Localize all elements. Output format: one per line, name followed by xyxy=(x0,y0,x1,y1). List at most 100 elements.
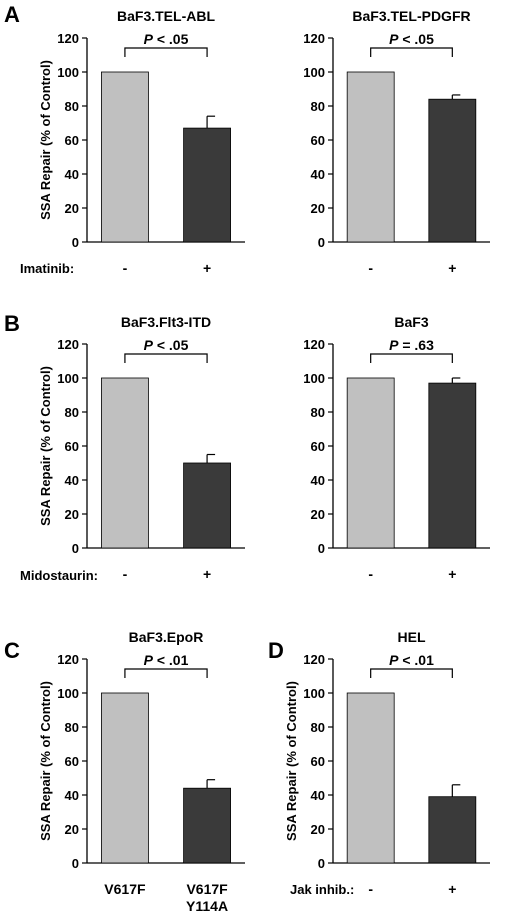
chart-flt3-itd: BaF3.Flt3-ITD SSA Repair (% of Control) 0 2… xyxy=(38,314,245,582)
p-value-label: P < .01 xyxy=(144,652,189,668)
y-tick-label: 80 xyxy=(65,405,79,420)
chart-baf3: BaF3 0 20 40 60 80 100 120 - + P = .63 xyxy=(303,314,490,582)
y-tick-label: 60 xyxy=(65,133,79,148)
chart-title: BaF3.EpoR xyxy=(129,629,204,645)
y-tick-label: 60 xyxy=(311,133,325,148)
y-tick-label: 20 xyxy=(65,822,79,837)
y-tick-label: 120 xyxy=(303,337,325,352)
y-axis-label: SSA Repair (% of Control) xyxy=(38,681,53,841)
y-tick-label: 80 xyxy=(65,720,79,735)
y-tick-label: 120 xyxy=(303,652,325,667)
chart-title: HEL xyxy=(398,629,426,645)
x-category-label: + xyxy=(448,260,456,276)
bar-control xyxy=(346,377,395,549)
significance-bracket xyxy=(124,47,208,57)
y-tick-label: 60 xyxy=(311,754,325,769)
x-category-label: + xyxy=(203,260,211,276)
y-tick-label: 100 xyxy=(303,65,325,80)
x-category-label: - xyxy=(123,566,128,582)
chart-title: BaF3 xyxy=(394,314,428,330)
y-tick-label: 0 xyxy=(72,235,79,250)
y-tick-label: 120 xyxy=(57,652,79,667)
bar-treated xyxy=(183,462,231,549)
panel-letter-c: C xyxy=(4,638,20,663)
x-category-label: - xyxy=(123,260,128,276)
y-axis-label: SSA Repair (% of Control) xyxy=(284,681,299,841)
chart-tel-pdgfr: BaF3.TEL-PDGFR 0 20 40 60 80 100 120 - + P < .05 xyxy=(303,8,490,276)
p-value-label: P = .63 xyxy=(389,337,434,353)
significance-bracket xyxy=(370,668,453,678)
p-value-label: P < .01 xyxy=(389,652,434,668)
y-tick-label: 80 xyxy=(65,99,79,114)
y-tick-label: 0 xyxy=(318,235,325,250)
y-tick-label: 20 xyxy=(311,507,325,522)
significance-bracket xyxy=(370,47,453,57)
y-tick-label: 60 xyxy=(311,439,325,454)
x-category-label: + xyxy=(448,881,456,897)
y-axis-label: SSA Repair (% of Control) xyxy=(38,60,53,220)
y-tick-label: 0 xyxy=(72,856,79,871)
y-tick-label: 100 xyxy=(57,686,79,701)
p-value-label: P < .05 xyxy=(144,337,189,353)
y-tick-label: 120 xyxy=(57,31,79,46)
y-tick-label: 100 xyxy=(303,686,325,701)
bar-treated xyxy=(428,796,477,864)
y-tick-label: 0 xyxy=(318,541,325,556)
panel-letter-d: D xyxy=(268,638,284,663)
y-tick-label: 40 xyxy=(65,167,79,182)
y-tick-label: 100 xyxy=(303,371,325,386)
y-tick-label: 40 xyxy=(311,788,325,803)
y-tick-label: 20 xyxy=(65,507,79,522)
y-tick-label: 20 xyxy=(311,822,325,837)
significance-bracket xyxy=(370,353,453,363)
row-label-midostaurin: Midostaurin: xyxy=(20,568,98,583)
chart-tel-abl: BaF3.TEL-ABL SSA Repair (% of Control) 0 20… xyxy=(38,8,245,276)
y-tick-label: 40 xyxy=(311,473,325,488)
panel-letter-a: A xyxy=(4,2,20,27)
x-category-label: V617F xyxy=(186,881,228,897)
x-category-label: - xyxy=(368,260,373,276)
x-category-label: Y114A xyxy=(186,898,228,911)
y-tick-label: 40 xyxy=(65,788,79,803)
y-tick-label: 100 xyxy=(57,371,79,386)
chart-baf3-epor: BaF3.EpoR SSA Repair (% of Control) 0 20 40 6… xyxy=(38,629,245,911)
bar-treated xyxy=(183,127,231,243)
chart-title: BaF3.TEL-ABL xyxy=(117,8,215,24)
x-category-label: - xyxy=(368,566,373,582)
x-category-label: + xyxy=(448,566,456,582)
bar-treated xyxy=(428,98,477,243)
p-value-label: P < .05 xyxy=(144,31,189,47)
chart-title: BaF3.TEL-PDGFR xyxy=(352,8,470,24)
y-tick-label: 80 xyxy=(311,99,325,114)
y-tick-label: 40 xyxy=(311,167,325,182)
y-tick-label: 0 xyxy=(72,541,79,556)
y-tick-label: 20 xyxy=(65,201,79,216)
y-tick-label: 100 xyxy=(57,65,79,80)
bar-control xyxy=(101,71,149,243)
p-value-label: P < .05 xyxy=(389,31,434,47)
y-tick-label: 80 xyxy=(311,720,325,735)
x-category-label: + xyxy=(203,566,211,582)
panel-letter-b: B xyxy=(4,311,20,336)
row-label-jak: Jak inhib.: xyxy=(290,882,354,897)
significance-bracket xyxy=(124,353,208,363)
y-tick-label: 120 xyxy=(303,31,325,46)
y-tick-label: 60 xyxy=(65,754,79,769)
y-tick-label: 40 xyxy=(65,473,79,488)
y-tick-label: 20 xyxy=(311,201,325,216)
bar-treated xyxy=(183,787,231,864)
chart-title: BaF3.Flt3-ITD xyxy=(121,314,211,330)
y-tick-label: 0 xyxy=(318,856,325,871)
bar-control xyxy=(101,692,149,864)
x-category-label: V617F xyxy=(104,881,146,897)
chart-hel: HEL SSA Repair (% of Control) 0 20 40 60 80 100… xyxy=(284,629,490,897)
y-tick-label: 120 xyxy=(57,337,79,352)
bar-treated xyxy=(428,382,477,549)
x-category-label: - xyxy=(368,881,373,897)
bar-control xyxy=(346,692,395,864)
y-axis-label: SSA Repair (% of Control) xyxy=(38,366,53,526)
y-tick-label: 80 xyxy=(311,405,325,420)
bar-control xyxy=(101,377,149,549)
y-tick-label: 60 xyxy=(65,439,79,454)
